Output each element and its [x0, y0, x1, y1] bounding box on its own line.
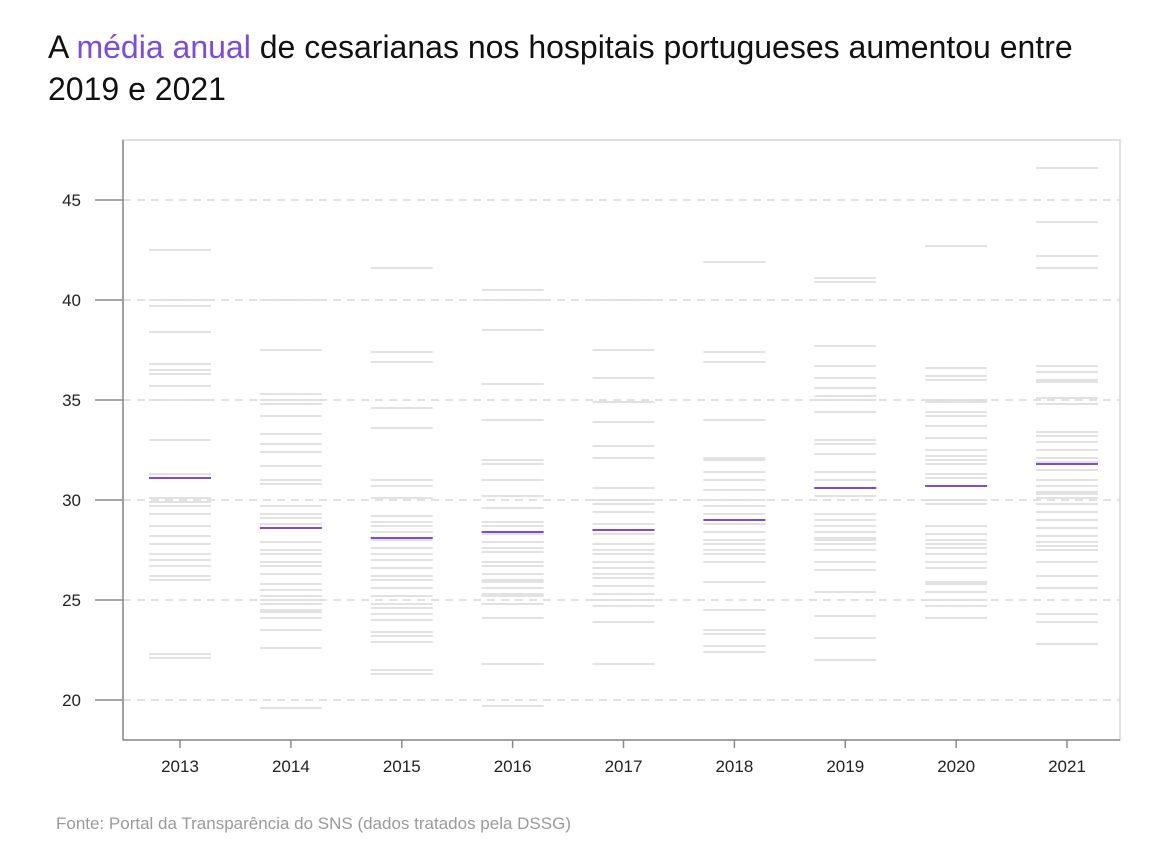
y-tick-label-20: 20: [62, 691, 81, 710]
x-tick-label-2015: 2015: [383, 757, 421, 776]
strip-chart: 20 25 30 35 40 45 2013 2014 2015 2016 2017 2018 2019…: [62, 139, 1121, 776]
title-part-1: A: [48, 29, 77, 65]
source-note: Fonte: Portal da Transparência do SNS (d…: [56, 814, 571, 833]
hospital-marks: [149, 167, 1098, 709]
y-tick-label-30: 30: [62, 491, 81, 510]
x-tick-label-2020: 2020: [937, 757, 975, 776]
x-tick-label-2019: 2019: [826, 757, 864, 776]
plot-frame: [122, 139, 1121, 741]
y-tick-label-40: 40: [62, 291, 81, 310]
title-highlight: média anual: [76, 29, 251, 65]
x-tick-label-2021: 2021: [1048, 757, 1086, 776]
chart-title: A média anual de cesarianas nos hospitai…: [48, 26, 1128, 110]
x-tick-label-2014: 2014: [272, 757, 310, 776]
y-tick-label-45: 45: [62, 191, 81, 210]
x-tick-label-2016: 2016: [494, 757, 532, 776]
y-tick-label-25: 25: [62, 591, 81, 610]
x-tick-label-2017: 2017: [605, 757, 643, 776]
axes: 20 25 30 35 40 45 2013 2014 2015 2016 2017 2018 2019…: [62, 139, 1121, 776]
x-tick-label-2018: 2018: [715, 757, 753, 776]
y-tick-label-35: 35: [62, 391, 81, 410]
x-tick-label-2013: 2013: [161, 757, 199, 776]
title-part-2: de cesarianas nos hospitais portugueses …: [48, 29, 1073, 107]
mean-marks: [149, 463, 1098, 539]
